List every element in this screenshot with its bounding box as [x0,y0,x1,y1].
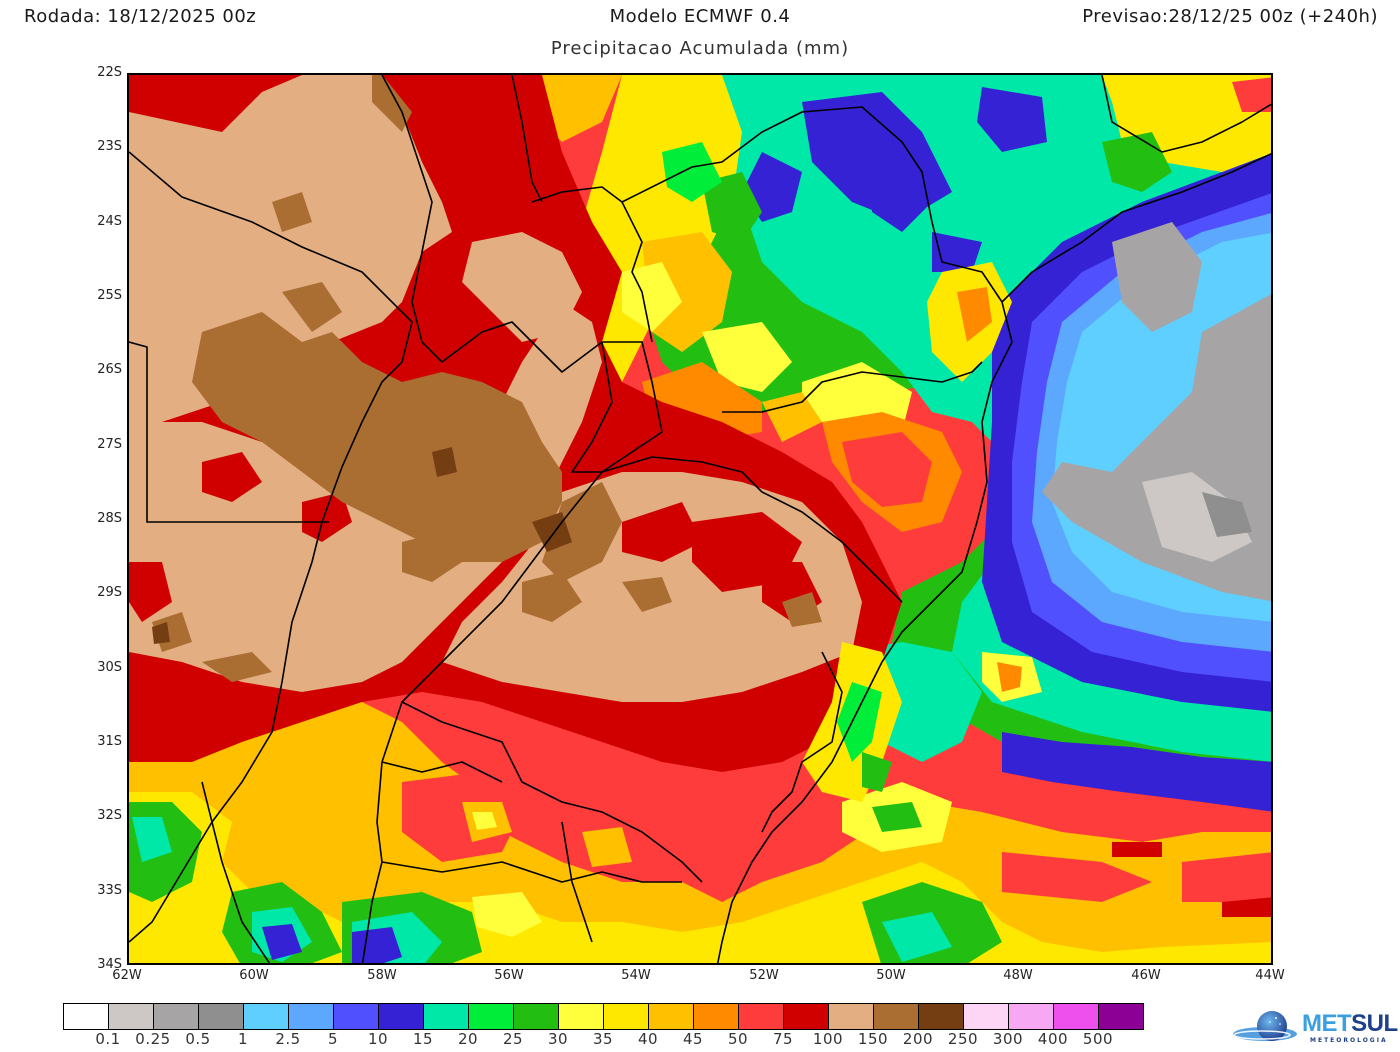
colorbar-label: 40 [637,1030,659,1048]
lon-label-56w: 56W [494,968,524,983]
colorbar-label: 50 [727,1030,749,1048]
lon-label-50w: 50W [876,968,906,983]
lon-label-46w: 46W [1131,968,1161,983]
colorbar-label: 5 [327,1030,339,1048]
forecast-valid-time: Previsao:28/12/25 00z (+240h) [1082,6,1378,27]
colorbar-label: 0.5 [185,1030,211,1048]
colorbar-swatch [1009,1004,1054,1029]
lat-label-30s: 30S [97,660,122,675]
colorbar-label: 200 [902,1030,934,1048]
colorbar-swatch [919,1004,964,1029]
colorbar-swatch [739,1004,784,1029]
colorbar-swatch [109,1004,154,1029]
colorbar-label: 100 [812,1030,844,1048]
lat-label-24s: 24S [97,214,122,229]
lon-label-48w: 48W [1003,968,1033,983]
logo-sul: SUL [1351,1010,1398,1037]
colorbar-label: 75 [772,1030,794,1048]
lat-label-29s: 29S [97,585,122,600]
colorbar-label: 25 [502,1030,524,1048]
colorbar-label: 2.5 [275,1030,301,1048]
colorbar-swatch [829,1004,874,1029]
colorbar-swatch [199,1004,244,1029]
colorbar-swatch [559,1004,604,1029]
colorbar-swatch [694,1004,739,1029]
colorbar-label: 35 [592,1030,614,1048]
logo-met: MET [1302,1010,1352,1037]
logo-subtitle: METEOROLOGIA [1310,1037,1388,1044]
colorbar-swatch [514,1004,559,1029]
colorbar-swatch [649,1004,694,1029]
colorbar-label: 0.25 [135,1030,171,1048]
colorbar-label: 250 [947,1030,979,1048]
lon-label-62w: 62W [112,968,142,983]
colorbar-label: 15 [412,1030,434,1048]
globe-icon [1233,1011,1297,1041]
lat-label-31s: 31S [97,734,122,749]
colorbar-label: 500 [1082,1030,1114,1048]
colorbar-swatch [469,1004,514,1029]
colorbar-swatch [289,1004,334,1029]
lat-label-22s: 22S [97,65,122,80]
colorbar-swatch [64,1004,109,1029]
colorbar-swatch [604,1004,649,1029]
lat-label-34s: 34S [97,957,122,972]
colorbar-label: 0.1 [95,1030,121,1048]
colorbar-label: 150 [857,1030,889,1048]
lat-label-33s: 33S [97,883,122,898]
lat-label-26s: 26S [97,362,122,377]
colorbar-swatch [784,1004,829,1029]
product-title: Precipitacao Acumulada (mm) [550,38,850,59]
colorbar-swatch [1099,1004,1143,1029]
colorbar-swatch [424,1004,469,1029]
colorbar-swatch [244,1004,289,1029]
lon-label-54w: 54W [621,968,651,983]
colorbar-swatch [379,1004,424,1029]
colorbar-swatch [334,1004,379,1029]
colorbar-label: 45 [682,1030,704,1048]
colorbar-label: 1 [237,1030,249,1048]
colorbar-swatch [874,1004,919,1029]
metsul-logo: METSUL METEOROLOGIA [1232,1008,1400,1048]
colorbar-label: 30 [547,1030,569,1048]
lon-label-60w: 60W [239,968,269,983]
colorbar-label: 400 [1037,1030,1069,1048]
lon-label-58w: 58W [367,968,397,983]
model-title: Modelo ECMWF 0.4 [609,6,791,27]
colorbar-swatch [964,1004,1009,1029]
precipitation-colorbar [63,1003,1144,1030]
lat-label-25s: 25S [97,288,122,303]
colorbar-label: 20 [457,1030,479,1048]
colorbar-swatch [154,1004,199,1029]
logo-wordmark: METSUL [1302,1010,1398,1038]
lat-label-27s: 27S [97,437,122,452]
run-time-label: Rodada: 18/12/2025 00z [24,6,257,27]
lat-label-23s: 23S [97,139,122,154]
precipitation-map [127,73,1273,965]
colorbar-label: 300 [992,1030,1024,1048]
colorbar-label: 10 [367,1030,389,1048]
precipitation-field [129,75,1271,963]
lat-label-28s: 28S [97,511,122,526]
lat-label-32s: 32S [97,808,122,823]
lon-label-44w: 44W [1255,968,1285,983]
lon-label-52w: 52W [749,968,779,983]
colorbar-swatch [1054,1004,1099,1029]
